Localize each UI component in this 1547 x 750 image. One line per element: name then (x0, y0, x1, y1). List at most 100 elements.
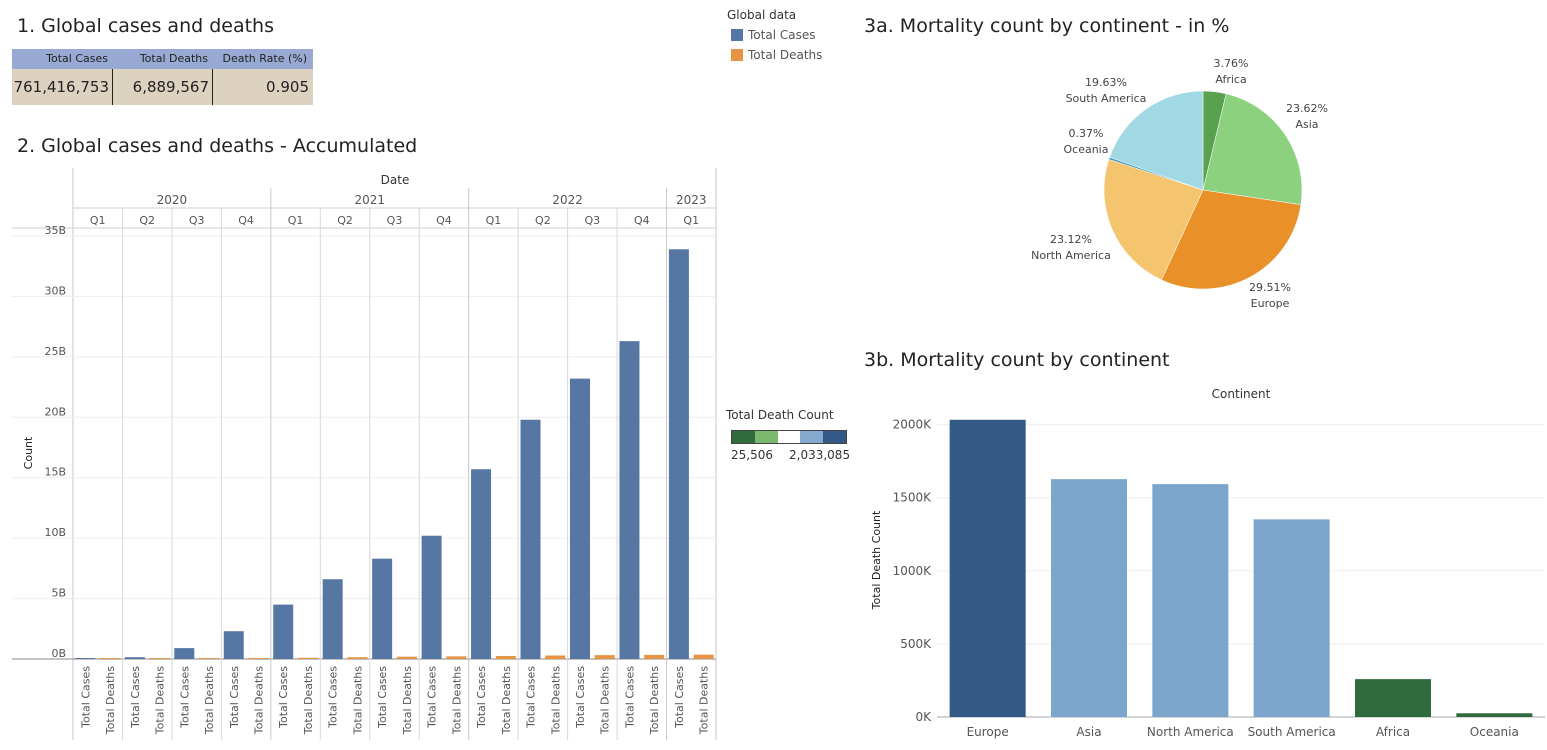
pie-name-label: South America (1066, 92, 1147, 105)
kpi-value-death-rate: 0.905 (266, 78, 309, 96)
x-series-label: Total Cases (228, 666, 241, 729)
bar-total-deaths[interactable] (100, 658, 121, 659)
pie-slice-north-america[interactable] (1103, 159, 1204, 281)
x-series-label: Total Cases (277, 666, 290, 729)
y-tick-label: 0B (51, 647, 66, 660)
bar-total-cases[interactable] (471, 469, 492, 659)
bar-total-cases[interactable] (569, 378, 590, 659)
bar-africa[interactable] (1355, 679, 1431, 717)
bar-total-deaths[interactable] (248, 658, 269, 659)
x-series-label: Total Cases (178, 666, 191, 729)
x-series-label: Total Deaths (500, 666, 513, 735)
bar-total-deaths[interactable] (545, 655, 566, 659)
title-global-cases-deaths: 1. Global cases and deaths (17, 15, 275, 37)
x-series-label: Total Deaths (549, 666, 562, 735)
bar-total-deaths[interactable] (199, 658, 220, 659)
y-tick-label: 35B (44, 224, 66, 237)
bar-total-deaths[interactable] (297, 657, 318, 659)
quarter-label: Q1 (90, 214, 106, 227)
bar-north-america[interactable] (1152, 484, 1229, 717)
bar-europe[interactable] (949, 419, 1026, 717)
bar-total-cases[interactable] (619, 341, 640, 659)
pie-name-label: Asia (1295, 118, 1318, 131)
legend-death-color-ramp (731, 430, 847, 444)
bar-total-cases[interactable] (421, 535, 442, 659)
bar-total-deaths[interactable] (446, 656, 467, 659)
pie-slice-asia[interactable] (1202, 93, 1303, 206)
x-series-label: Total Cases (327, 666, 340, 729)
year-label: 2023 (676, 193, 707, 207)
bar-total-cases[interactable] (322, 579, 343, 659)
year-label: 2021 (354, 193, 385, 207)
x-series-label: Total Cases (623, 666, 636, 729)
legend-ramp-cell (823, 431, 846, 443)
quarter-label: Q4 (634, 214, 650, 227)
quarter-label: Q4 (436, 214, 452, 227)
quarter-label: Q4 (238, 214, 254, 227)
bar-total-deaths[interactable] (644, 654, 665, 659)
x-series-label: Total Cases (525, 666, 538, 729)
bar-south-america[interactable] (1253, 519, 1330, 717)
bar-total-cases[interactable] (124, 657, 145, 659)
bar-total-cases[interactable] (223, 631, 244, 659)
y-axis-label-deaths: Total Death Count (870, 510, 883, 610)
legend-swatch-total-deaths (731, 49, 743, 61)
x-series-label: Total Cases (376, 666, 389, 729)
legend-global-title: Global data (727, 8, 797, 22)
y-tick-label: 15B (44, 466, 66, 479)
pie-name-label: Africa (1215, 73, 1246, 86)
bar-total-cases[interactable] (75, 658, 96, 659)
x-series-label: Total Cases (129, 666, 142, 729)
x-category-label: Africa (1376, 725, 1410, 739)
x-series-label: Total Cases (475, 666, 488, 729)
y-tick-label: 1500K (893, 491, 933, 505)
y-tick-label: 25B (44, 345, 66, 358)
pie-pct-label: 23.62% (1286, 102, 1328, 115)
pie-pct-label: 19.63% (1085, 76, 1127, 89)
accumulated-bar-chart: Date Count 0B 5B 10B 15B 20B 25B 30B 35B 2020 Q1 Q… (12, 168, 717, 740)
y-tick-label: 5B (51, 587, 66, 600)
x-category-label: Oceania (1470, 725, 1519, 739)
pie-name-label: Oceania (1064, 143, 1109, 156)
bar-total-deaths[interactable] (347, 657, 368, 659)
x-series-label: Total Deaths (599, 666, 612, 735)
bar-total-deaths[interactable] (396, 656, 417, 659)
bar-asia[interactable] (1051, 479, 1127, 717)
y-tick-label: 500K (900, 637, 932, 651)
pie-name-label: Europe (1251, 297, 1290, 310)
bar-oceania[interactable] (1456, 713, 1533, 717)
x-series-label: Total Deaths (203, 666, 216, 735)
bar-total-deaths[interactable] (594, 655, 615, 659)
pie-pct-label: 23.12% (1050, 233, 1092, 246)
legend-label-total-deaths: Total Deaths (748, 48, 823, 62)
x-series-label: Total Cases (426, 666, 439, 729)
x-category-label: North America (1147, 725, 1234, 739)
legend-swatch-total-cases (731, 29, 743, 41)
bar-total-cases[interactable] (668, 249, 689, 659)
pie-slice-south-america[interactable] (1109, 90, 1204, 191)
kpi-divider (212, 69, 213, 105)
bar-total-cases[interactable] (372, 558, 393, 659)
x-series-label: Total Deaths (252, 666, 265, 735)
bar-total-cases[interactable] (273, 604, 294, 659)
x-series-label: Total Deaths (648, 666, 661, 735)
kpi-header-death-rate: Death Rate (%) (222, 52, 307, 65)
quarter-label: Q2 (337, 214, 353, 227)
legend-ramp-cell (800, 431, 824, 443)
bar-total-cases[interactable] (520, 419, 541, 659)
continent-column-header: Continent (1212, 387, 1271, 401)
year-label: 2022 (552, 193, 583, 207)
x-series-label: Total Deaths (351, 666, 364, 735)
x-series-label: Total Deaths (104, 666, 117, 735)
kpi-divider (112, 69, 113, 105)
bar-total-cases[interactable] (174, 648, 195, 659)
kpi-value-total-cases: 761,416,753 (13, 78, 109, 96)
bar-total-deaths[interactable] (149, 658, 170, 659)
kpi-header-row (12, 49, 313, 69)
pie-slice-europe[interactable] (1161, 189, 1302, 290)
bar-total-deaths[interactable] (693, 654, 714, 659)
y-tick-label: 2000K (893, 418, 933, 432)
x-series-label: Total Cases (79, 666, 92, 729)
date-column-header: Date (381, 173, 410, 187)
bar-total-deaths[interactable] (495, 655, 516, 659)
